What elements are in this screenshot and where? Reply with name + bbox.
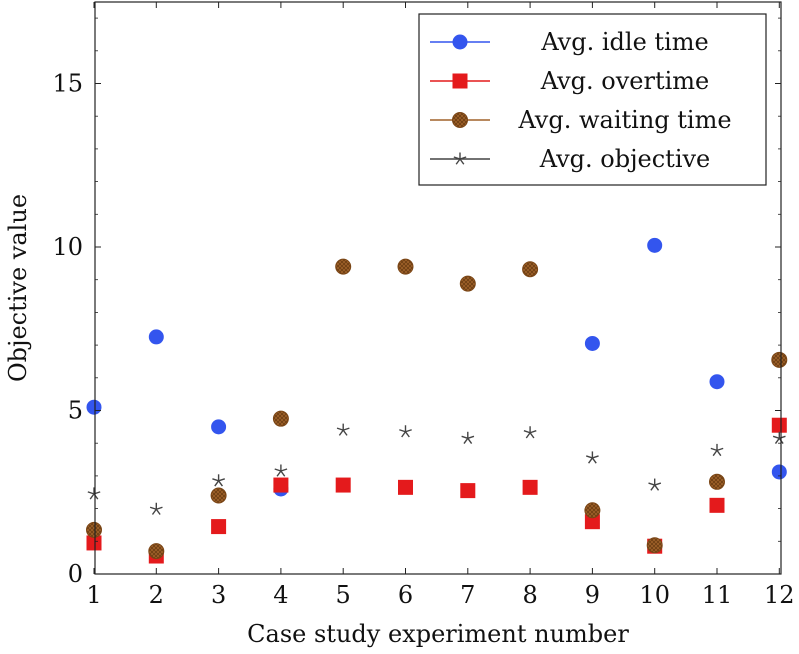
data-point (87, 487, 101, 500)
legend-marker (453, 152, 467, 165)
data-point (648, 478, 662, 491)
x-tick-label: 3 (211, 581, 226, 609)
data-point (335, 477, 351, 493)
data-point (272, 410, 289, 427)
data-point (772, 431, 786, 444)
series-avg-overtime (86, 417, 787, 564)
legend-item: Avg. waiting time (430, 106, 732, 134)
legend: Avg. idle time Avg. overtime Avg. waiting … (418, 13, 767, 186)
plot-area (86, 237, 788, 564)
legend-label: Avg. waiting time (517, 106, 731, 134)
y-tick-label: 0 (68, 560, 83, 588)
legend-item: Avg. objective (430, 145, 710, 173)
data-point (709, 497, 725, 513)
x-tick-label: 8 (522, 581, 537, 609)
x-tick-label: 7 (460, 581, 475, 609)
data-point (149, 502, 163, 515)
data-point (460, 483, 476, 499)
y-axis-title: Objective value (4, 194, 32, 382)
data-point (148, 543, 165, 560)
y-tick-label: 5 (68, 397, 83, 425)
data-point (86, 399, 102, 415)
legend-label: Avg. objective (539, 145, 711, 173)
legend-marker (452, 112, 468, 128)
legend-marker (452, 73, 468, 89)
data-point (148, 329, 164, 345)
data-point (336, 423, 350, 436)
x-tick-label: 6 (398, 581, 413, 609)
data-point (398, 479, 413, 495)
x-tick-label: 2 (149, 581, 164, 609)
data-point (522, 261, 539, 278)
x-tick-label: 4 (273, 581, 288, 609)
data-point (709, 473, 725, 490)
data-point (586, 451, 599, 464)
data-point (211, 419, 227, 435)
data-point (399, 425, 412, 438)
x-tick-label: 5 (336, 581, 351, 609)
data-point (273, 477, 289, 493)
data-point (212, 474, 225, 487)
x-tick-label: 12 (764, 581, 795, 609)
data-point (459, 275, 476, 292)
data-point (710, 443, 724, 457)
legend-marker (452, 34, 468, 50)
data-point (210, 487, 227, 504)
data-point (647, 237, 663, 253)
data-point (646, 537, 663, 554)
data-point (86, 521, 102, 538)
data-point (397, 258, 414, 275)
legend-label: Avg. idle time (540, 28, 708, 56)
legend-item: Avg. overtime (430, 67, 709, 95)
data-point (461, 431, 475, 444)
data-point (709, 374, 725, 390)
legend-item: Avg. idle time (430, 28, 709, 56)
data-point (584, 514, 600, 530)
legend-label: Avg. overtime (540, 67, 710, 95)
plot-frame (94, 1, 782, 575)
x-tick-label: 10 (639, 581, 670, 609)
series-avg-idle-time (86, 237, 787, 497)
data-point (584, 502, 601, 519)
x-tick-label: 9 (585, 581, 600, 609)
data-point (86, 535, 102, 551)
data-point (771, 464, 787, 480)
data-point (522, 479, 538, 495)
y-tick-label: 10 (52, 233, 83, 261)
x-tick-label: 11 (702, 581, 733, 609)
x-tick-label: 1 (86, 581, 101, 609)
data-point (523, 426, 537, 439)
data-point (771, 351, 788, 368)
data-point (335, 258, 352, 275)
series-avg-waiting-time (86, 258, 788, 560)
y-tick-label: 15 (52, 70, 83, 98)
data-point (584, 335, 600, 351)
x-axis-title: Case study experiment number (247, 620, 629, 648)
data-point (274, 464, 288, 477)
series-avg-objective (87, 423, 786, 515)
data-point (771, 417, 787, 433)
data-point (211, 519, 227, 535)
